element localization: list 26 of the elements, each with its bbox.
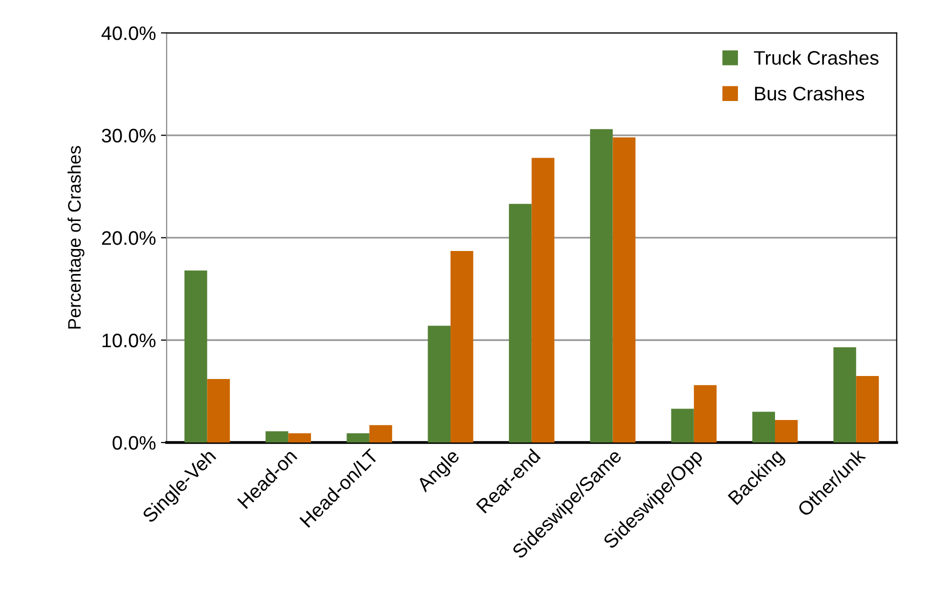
bar <box>833 347 856 443</box>
y-tick-label: 20.0% <box>102 231 156 245</box>
bar <box>532 158 554 443</box>
bar <box>775 420 798 443</box>
bar <box>207 379 230 443</box>
bar <box>266 431 288 443</box>
bar <box>590 129 613 443</box>
bar <box>694 385 717 443</box>
y-tick-label: 0.0% <box>112 436 156 450</box>
y-tick-label: 40.0% <box>102 26 156 40</box>
bar <box>671 408 694 443</box>
bar <box>612 137 636 443</box>
y-axis-title: Percentage of Crashes <box>68 146 84 329</box>
bar <box>856 376 879 443</box>
bar <box>288 433 311 443</box>
legend-label: Bus Crashes <box>755 86 864 101</box>
y-tick-label: 30.0% <box>102 128 156 143</box>
bar <box>428 326 451 443</box>
bar <box>184 270 208 443</box>
y-tick-label: 10.0% <box>102 334 156 348</box>
legend-label: Truck Crashes <box>754 50 878 65</box>
bar <box>450 251 474 443</box>
bar <box>752 412 776 443</box>
bar <box>369 425 392 443</box>
bar <box>508 204 532 443</box>
bar <box>346 433 370 443</box>
